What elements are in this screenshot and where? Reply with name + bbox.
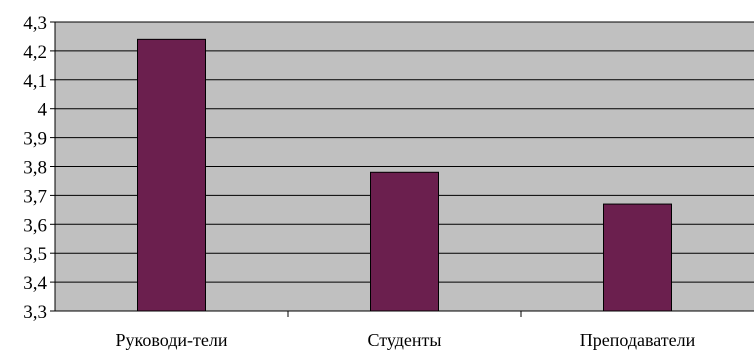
- bars: [137, 38, 672, 312]
- y-tick-labels: 3,3 3,4 3,5 3,6 3,7 3,8 3,9 4 4,1 4,2 4,3: [23, 13, 47, 323]
- x-tick-label: Преподаватели: [580, 330, 696, 350]
- x-tick-label: Руководи-тели: [116, 330, 228, 350]
- x-tick-label: Студенты: [367, 330, 441, 350]
- y-tick-label: 3,3: [23, 302, 47, 323]
- bar: [603, 203, 672, 312]
- y-tick-label: 4: [38, 100, 48, 121]
- y-tick-label: 4,2: [23, 42, 47, 63]
- y-tick-label: 3,6: [23, 215, 47, 236]
- y-tick-label: 4,1: [23, 71, 47, 92]
- axes: [50, 21, 754, 317]
- y-tick-label: 4,3: [23, 13, 47, 34]
- bar: [370, 171, 439, 312]
- y-tick-label: 3,9: [23, 129, 47, 150]
- y-tick-label: 3,8: [23, 158, 47, 179]
- bar: [137, 38, 206, 312]
- y-tick-label: 3,7: [23, 186, 47, 207]
- y-tick-label: 3,5: [23, 244, 47, 265]
- y-tick-label: 3,4: [23, 273, 47, 294]
- x-tick-labels: Руководи-тели Студенты Преподаватели: [116, 330, 696, 350]
